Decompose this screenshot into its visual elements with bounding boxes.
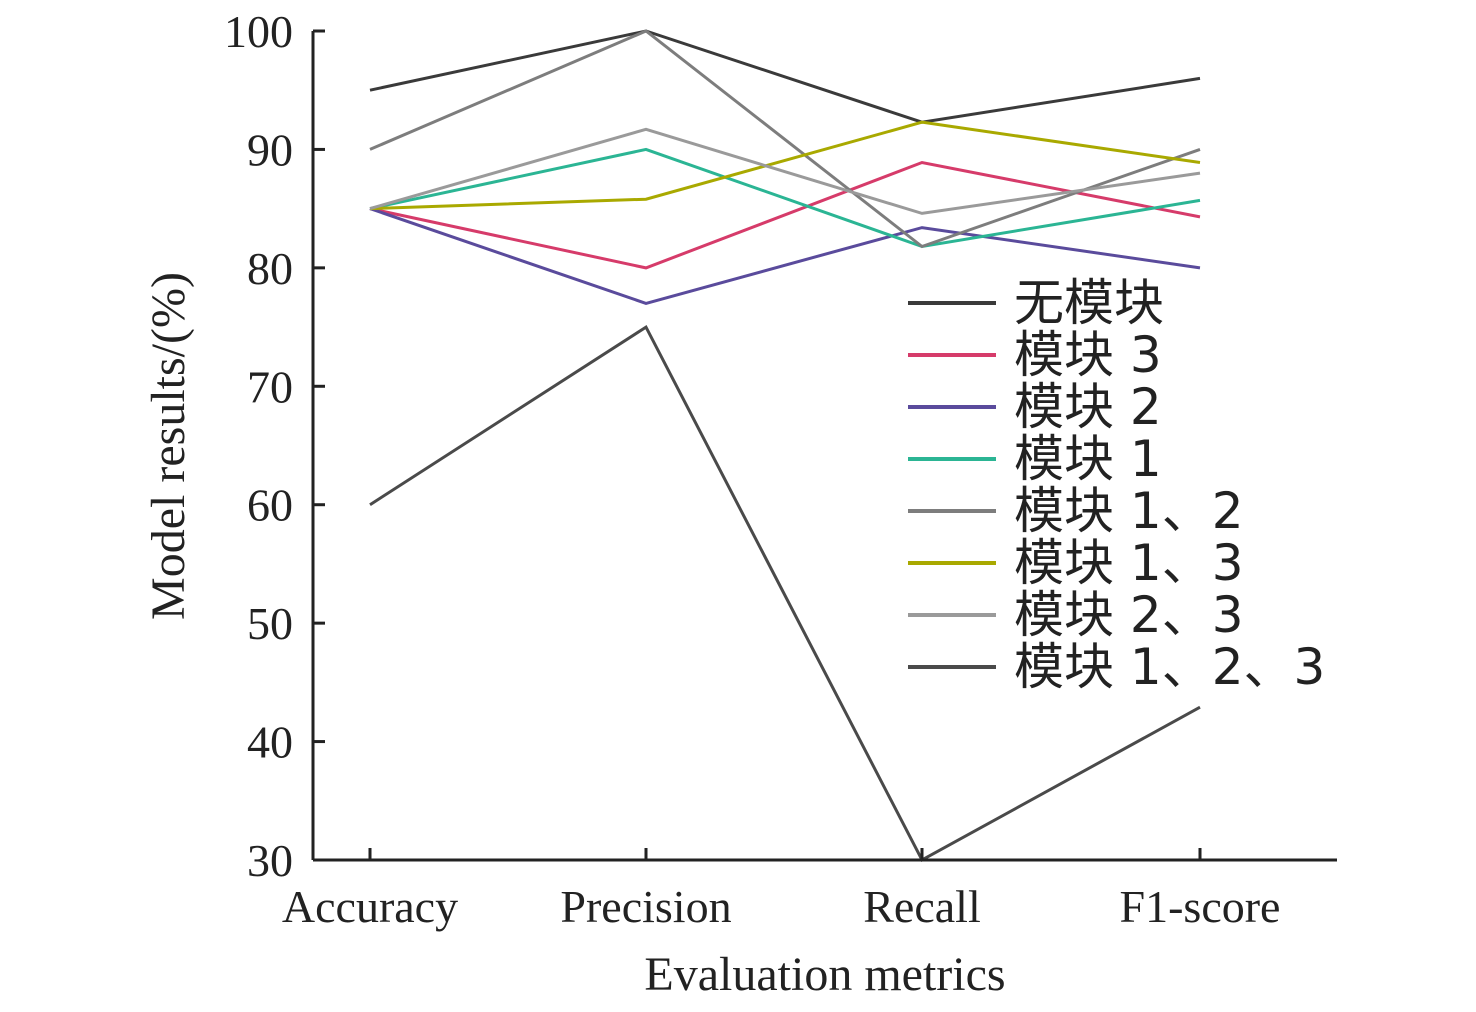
axes xyxy=(311,31,1337,862)
legend-label: 模块 1、2 xyxy=(1014,482,1244,540)
legend-label: 模块 1 xyxy=(1014,430,1162,488)
x-axis-title: Evaluation metrics xyxy=(644,948,1005,1001)
x-tick-label: F1-score xyxy=(1120,881,1281,932)
y-axis-title: Model results/(%) xyxy=(142,272,195,620)
legend-label: 无模块 xyxy=(1014,274,1164,332)
y-tick-label: 100 xyxy=(224,6,293,57)
series-line xyxy=(369,29,1201,124)
y-tick-label: 60 xyxy=(247,480,293,531)
x-tick-label: Accuracy xyxy=(282,881,458,932)
plot-area xyxy=(369,29,1201,863)
y-tick-label: 70 xyxy=(247,361,293,412)
legend-label: 模块 3 xyxy=(1014,326,1162,384)
series-line xyxy=(369,29,1201,249)
series-line xyxy=(369,324,1201,863)
y-axis-ticks: 100 90 80 70 60 50 40 30 xyxy=(224,6,325,886)
x-tick-label: Precision xyxy=(560,881,731,932)
legend-label: 模块 1、3 xyxy=(1014,534,1244,592)
legend-label: 模块 2 xyxy=(1014,378,1162,436)
series-line xyxy=(369,207,1201,305)
y-tick-label: 40 xyxy=(247,717,293,768)
x-tick-label: Recall xyxy=(863,881,981,932)
legend-label: 模块 2、3 xyxy=(1014,586,1244,644)
y-tick-label: 30 xyxy=(247,835,293,886)
legend-label: 模块 1、2、3 xyxy=(1014,638,1325,696)
x-axis-ticks: Accuracy Precision Recall F1-score xyxy=(282,848,1281,932)
series-line xyxy=(369,127,1201,215)
y-tick-label: 90 xyxy=(247,124,293,175)
series-line xyxy=(369,160,1201,270)
y-tick-label: 50 xyxy=(247,598,293,649)
series-line xyxy=(369,120,1201,211)
y-tick-label: 80 xyxy=(247,243,293,294)
series-line xyxy=(369,147,1201,249)
